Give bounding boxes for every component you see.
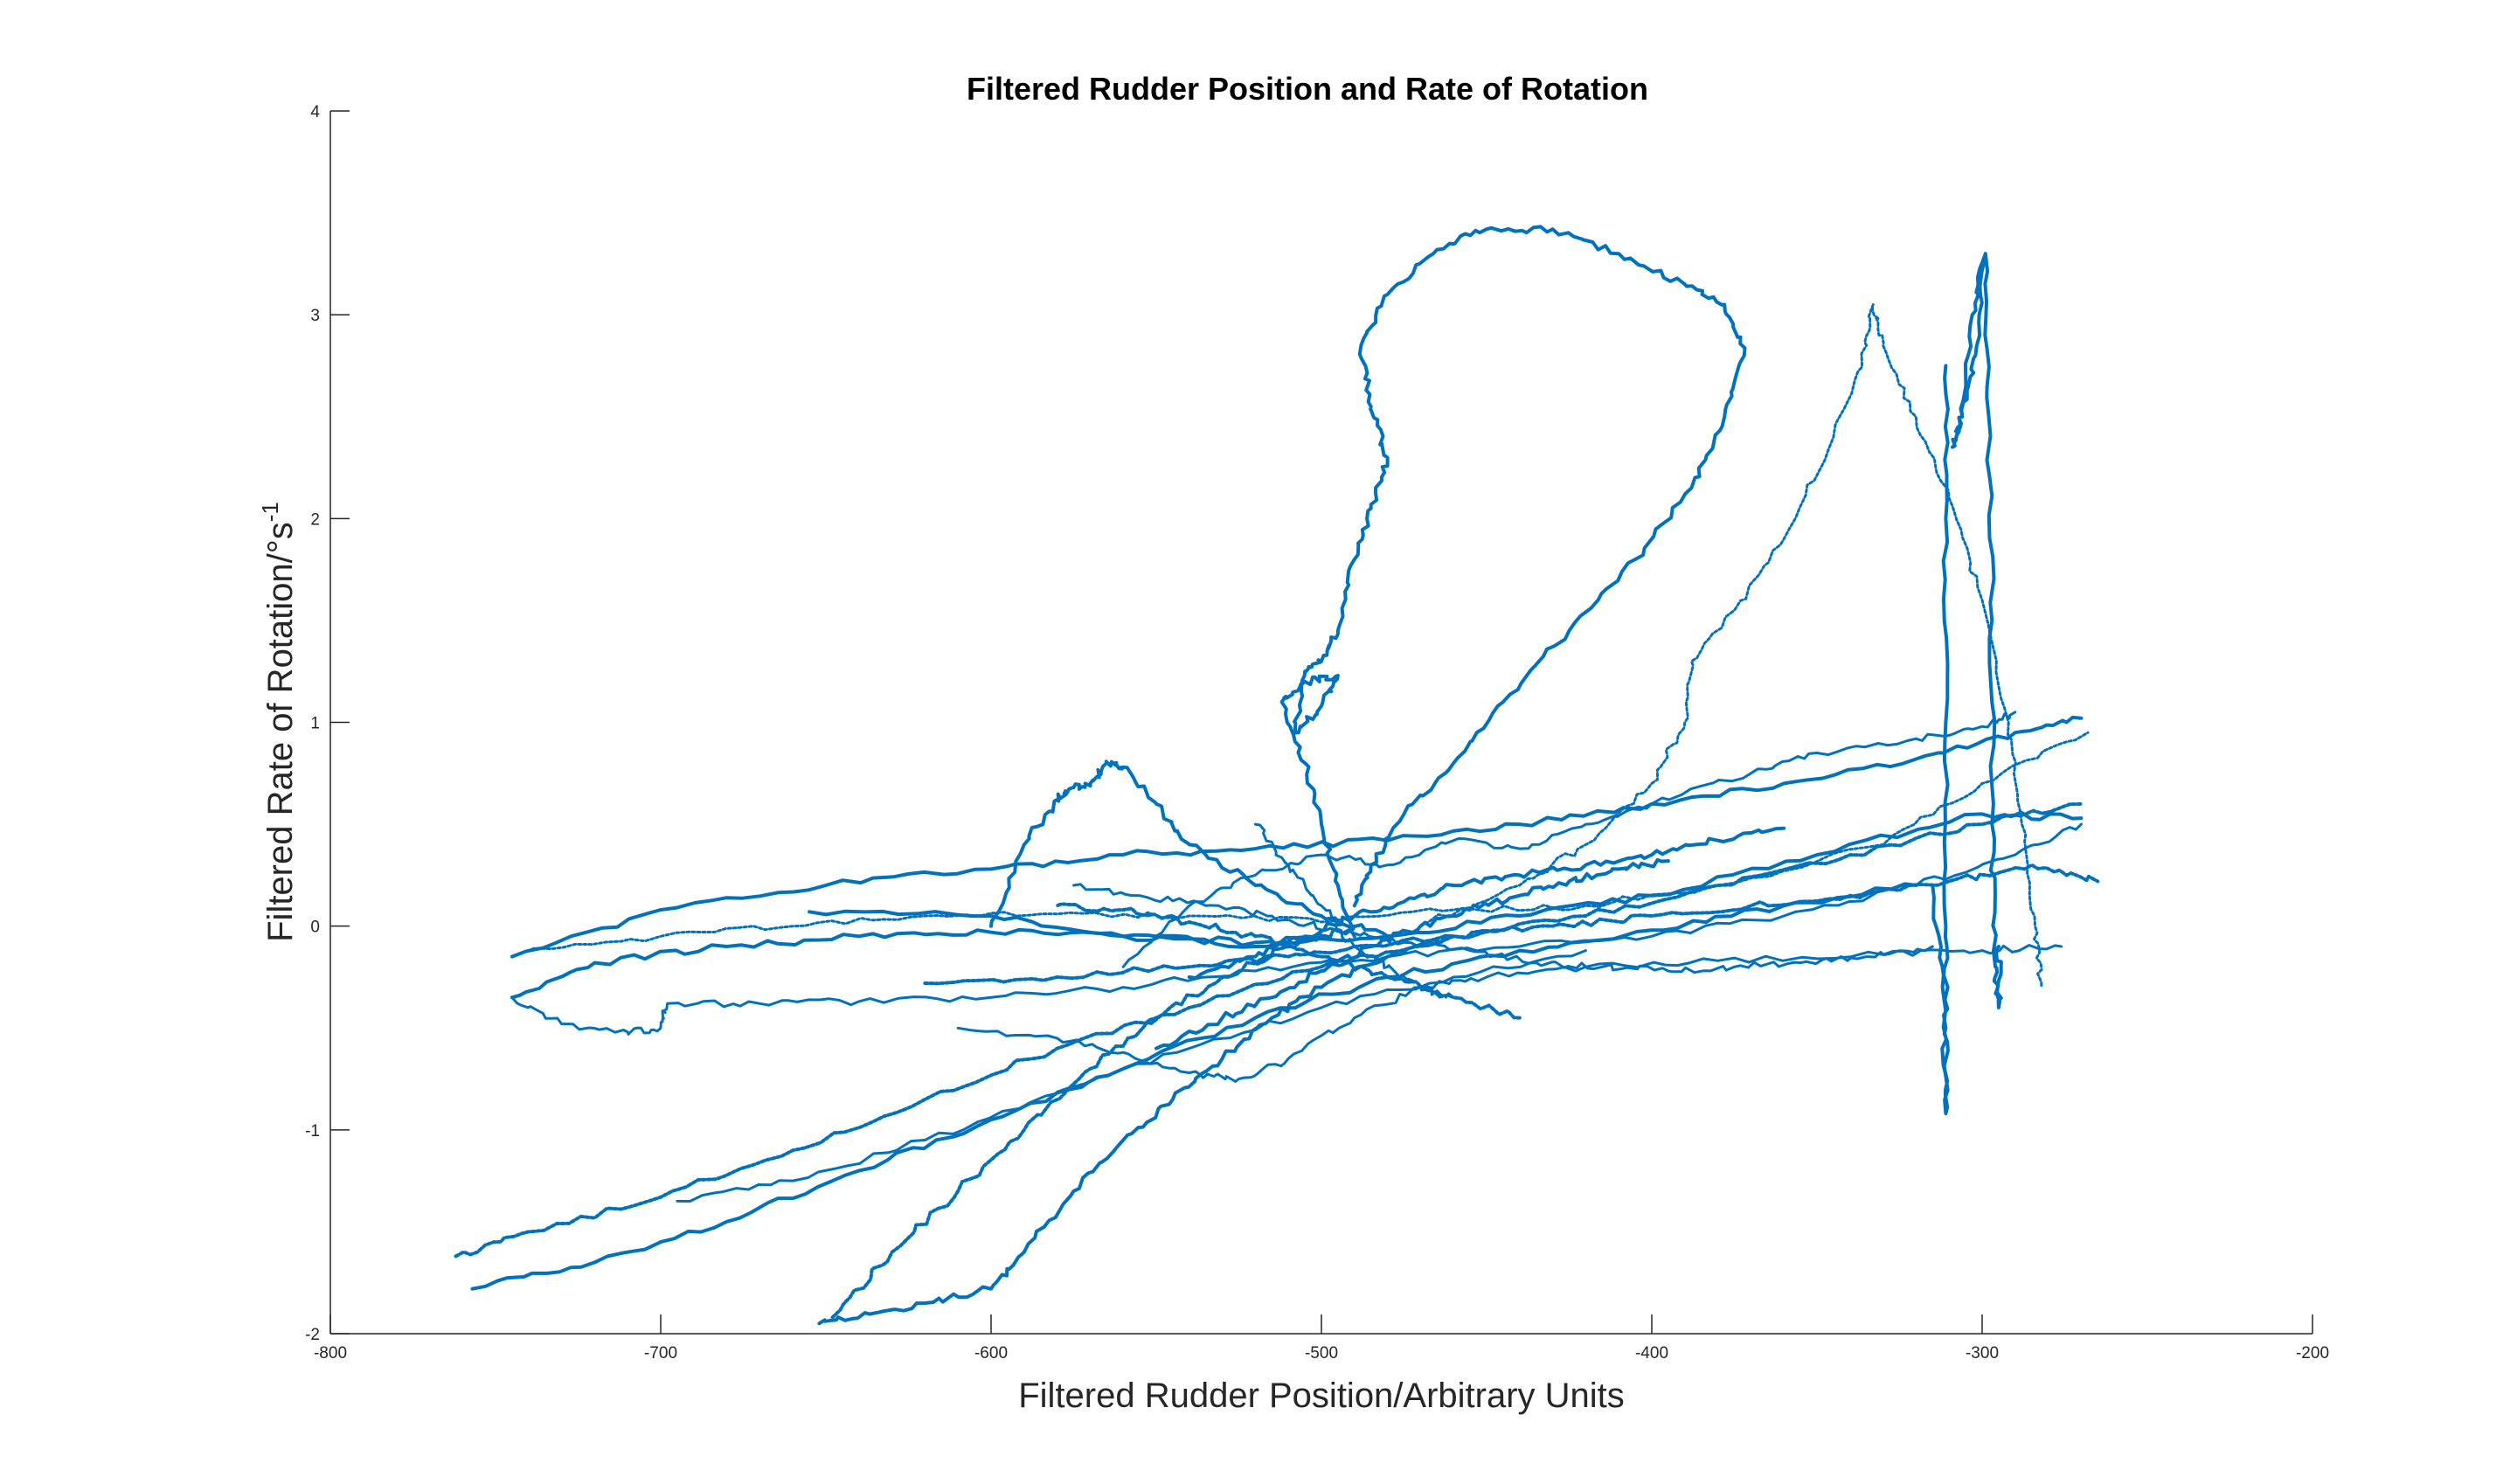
series-line	[1931, 364, 1950, 1116]
x-ticks: -800 -700 -600 -500 -400 -300 -200	[314, 1314, 2329, 1363]
series-line	[1951, 252, 2003, 1009]
series-line	[923, 863, 2100, 986]
series-line	[1418, 303, 2043, 989]
series-line	[1253, 822, 1455, 999]
y-axis-label: Filtered Rate of Rotation/°s-1	[257, 502, 300, 942]
y-tick-label: -2	[305, 1326, 320, 1344]
series-line	[510, 927, 1323, 1000]
x-tick-label: -300	[1966, 1344, 1999, 1363]
x-axis-label: Filtered Rudder Position/Arbitrary Units	[1018, 1377, 1625, 1415]
x-tick-label: -700	[644, 1344, 677, 1363]
y-tick-label: 4	[310, 103, 320, 121]
series-group	[454, 225, 2100, 1326]
x-tick-label: -600	[974, 1344, 1008, 1363]
series-line	[454, 801, 2084, 1259]
series-line	[1154, 857, 1670, 1051]
y-tick-label: 1	[310, 715, 320, 733]
series-line	[830, 924, 1356, 1320]
series-line	[1121, 711, 2017, 968]
series-line	[1187, 826, 1786, 980]
y-tick-label: -1	[305, 1122, 320, 1141]
chart-title: Filtered Rudder Position and Rate of Rot…	[967, 71, 1648, 107]
x-tick-label: -800	[314, 1344, 347, 1363]
x-tick-label: -200	[2296, 1344, 2329, 1363]
series-line	[676, 949, 1587, 1203]
series-line	[808, 810, 2084, 949]
series-line	[956, 944, 2063, 1083]
series-line	[1072, 883, 1934, 974]
series-line	[470, 882, 1918, 1291]
y-axis-label-main: Filtered Rate of Rotation/°s	[261, 522, 300, 942]
series-line	[510, 822, 2083, 1036]
plot-area: -800 -700 -600 -500 -400 -300 -200 -2 -1 0 1 2 3 4	[305, 103, 2329, 1363]
y-tick-label: 3	[310, 307, 320, 325]
y-tick-label: 2	[310, 510, 320, 529]
y-ticks: -2 -1 0 1 2 3 4	[305, 103, 350, 1344]
series-line	[510, 715, 2084, 959]
series-line	[1279, 225, 1747, 939]
series-line	[817, 933, 1456, 1326]
y-tick-label: 0	[310, 919, 320, 937]
series-line	[989, 759, 1390, 939]
x-tick-label: -400	[1635, 1344, 1668, 1363]
y-axis-label-superscript: -1	[257, 502, 283, 522]
x-tick-label: -500	[1305, 1344, 1338, 1363]
